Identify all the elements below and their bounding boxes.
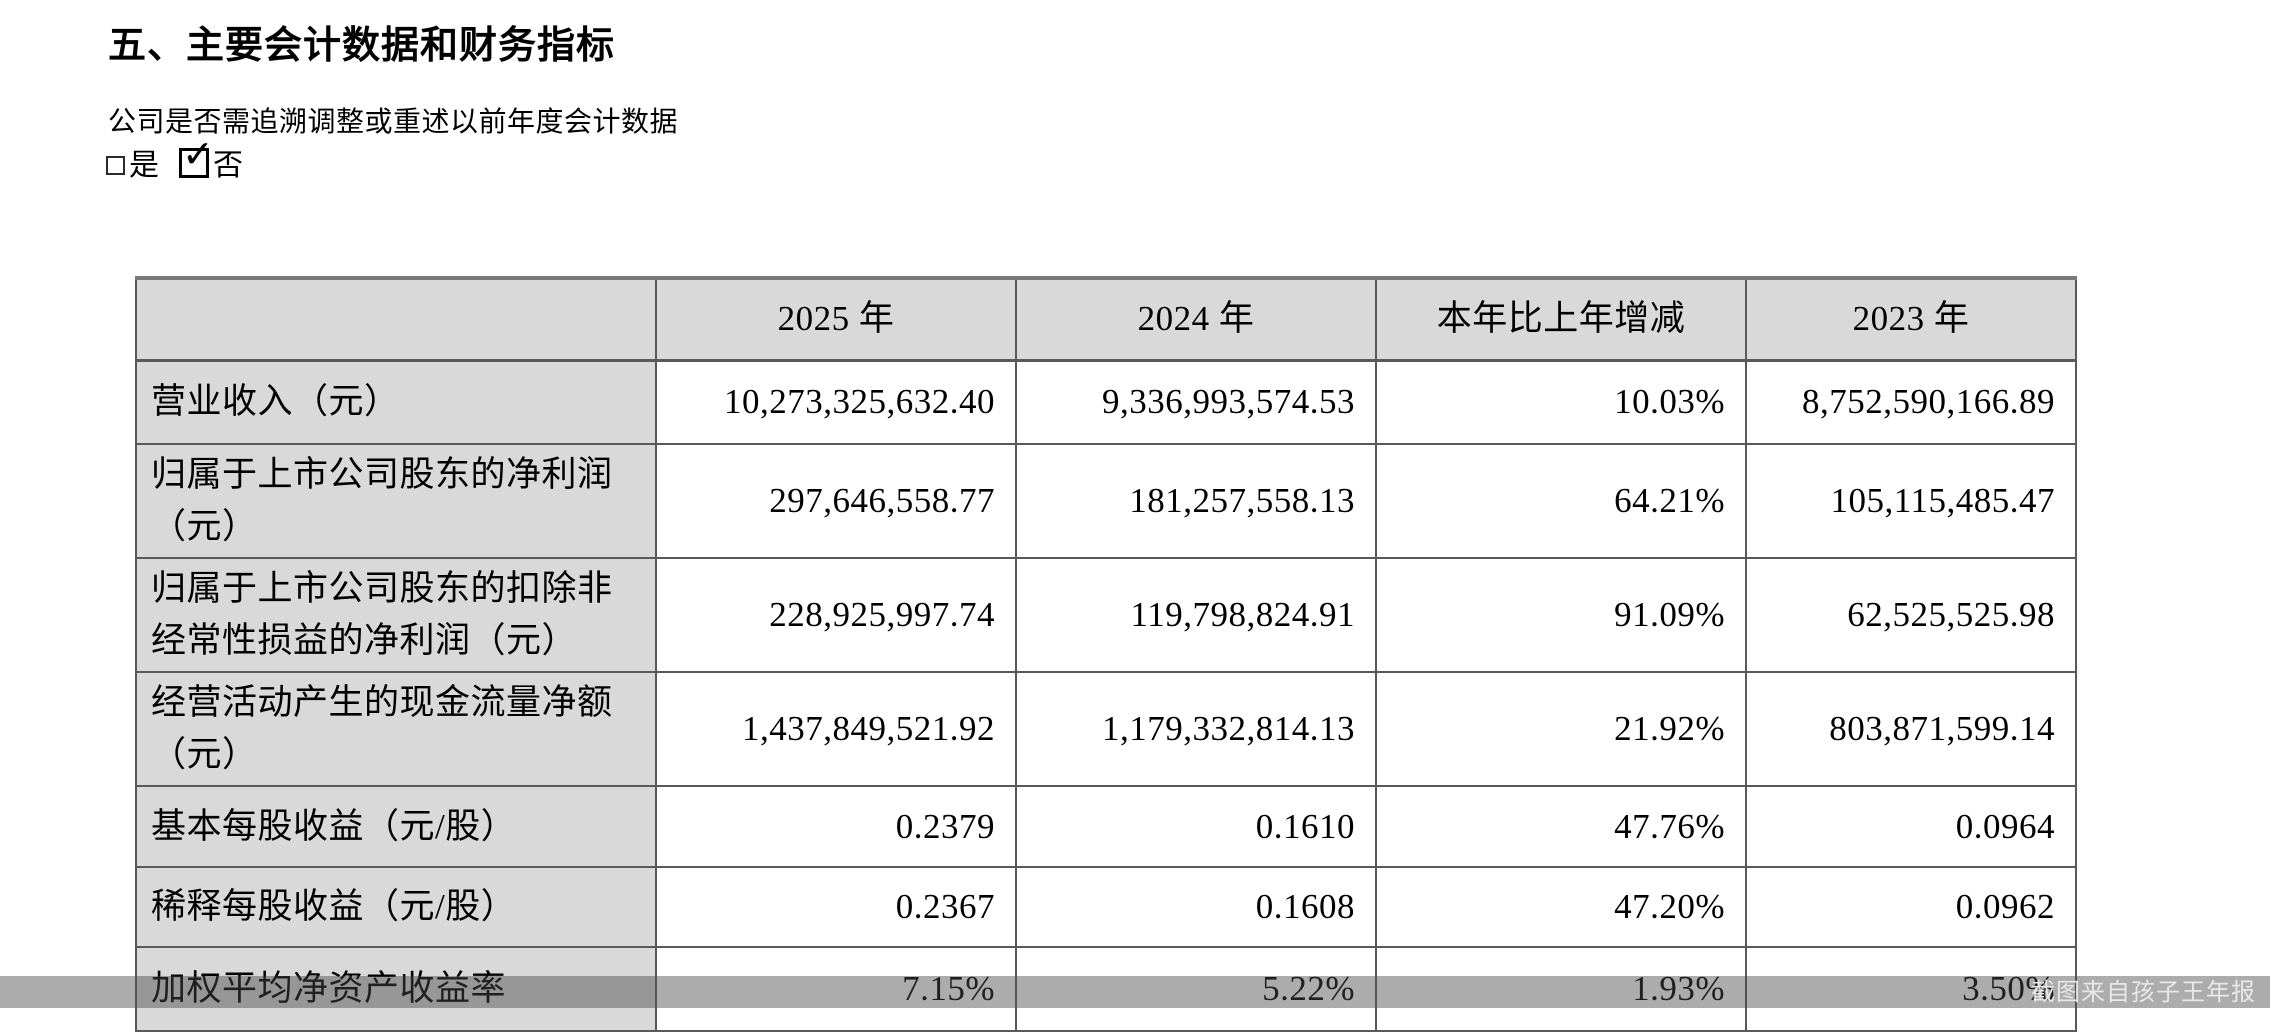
cell-value: 47.76% <box>1375 785 1747 868</box>
cell-value: 0.2379 <box>655 785 1017 868</box>
row-label: 归属于上市公司股东的净利润（元） <box>135 443 657 559</box>
document-page: 五、主要会计数据和财务指标 公司是否需追溯调整或重述以前年度会计数据 是 ✓ 否… <box>0 25 2270 1032</box>
section-title: 五、主要会计数据和财务指标 <box>108 25 616 67</box>
cell-value: 297,646,558.77 <box>655 443 1017 559</box>
row-label: 基本每股收益（元/股） <box>135 785 657 868</box>
cell-value: 0.1608 <box>1015 866 1377 948</box>
table-row: 归属于上市公司股东的净利润（元） 297,646,558.77 181,257,… <box>135 443 2077 559</box>
table-row: 营业收入（元） 10,273,325,632.40 9,336,993,574.… <box>135 359 2077 445</box>
checkbox-unchecked-icon <box>106 155 125 175</box>
cell-value: 64.21% <box>1375 443 1747 559</box>
row-label: 经营活动产生的现金流量净额（元） <box>135 671 657 787</box>
cell-value: 0.0962 <box>1745 866 2077 948</box>
option-yes-label: 是 <box>129 149 159 182</box>
header-indicator <box>135 277 657 362</box>
option-yes: 是 <box>106 140 159 184</box>
checkbox-line: 是 ✓ 否 <box>106 135 243 184</box>
financial-indicators-table: 2025 年 2024 年 本年比上年增减 2023 年 营业收入（元） 10,… <box>135 276 2077 1032</box>
question-text: 公司是否需追溯调整或重述以前年度会计数据 <box>108 107 679 138</box>
cell-value: 0.0964 <box>1745 785 2077 868</box>
checkbox-checked-icon: ✓ <box>179 135 214 178</box>
header-2023: 2023 年 <box>1745 277 2077 362</box>
cell-value: 228,925,997.74 <box>655 557 1017 673</box>
cell-value: 8,752,590,166.89 <box>1745 359 2077 445</box>
header-yoy-change: 本年比上年增减 <box>1375 277 1747 362</box>
table-header-row: 2025 年 2024 年 本年比上年增减 2023 年 <box>135 277 2077 362</box>
cell-value: 10.03% <box>1375 359 1747 445</box>
watermark-text: 截图来自孩子王年报 <box>2031 978 2256 1006</box>
row-label: 营业收入（元） <box>135 359 657 445</box>
cell-value: 105,115,485.47 <box>1745 443 2077 559</box>
cell-value: 62,525,525.98 <box>1745 557 2077 673</box>
table-row: 归属于上市公司股东的扣除非经常性损益的净利润（元） 228,925,997.74… <box>135 557 2077 673</box>
table-row: 稀释每股收益（元/股） 0.2367 0.1608 47.20% 0.0962 <box>135 866 2077 948</box>
header-2024: 2024 年 <box>1015 277 1377 362</box>
cell-value: 91.09% <box>1375 557 1747 673</box>
cell-value: 1,437,849,521.92 <box>655 671 1017 787</box>
row-label: 归属于上市公司股东的扣除非经常性损益的净利润（元） <box>135 557 657 673</box>
watermark-band: 截图来自孩子王年报 <box>0 976 2270 1008</box>
cell-value: 0.2367 <box>655 866 1017 948</box>
option-no-label: 否 <box>213 149 243 182</box>
row-label: 稀释每股收益（元/股） <box>135 866 657 948</box>
cell-value: 21.92% <box>1375 671 1747 787</box>
cell-value: 1,179,332,814.13 <box>1015 671 1377 787</box>
cell-value: 181,257,558.13 <box>1015 443 1377 559</box>
cell-value: 0.1610 <box>1015 785 1377 868</box>
cell-value: 47.20% <box>1375 866 1747 948</box>
table-row: 基本每股收益（元/股） 0.2379 0.1610 47.76% 0.0964 <box>135 785 2077 868</box>
cell-value: 119,798,824.91 <box>1015 557 1377 673</box>
header-2025: 2025 年 <box>655 277 1017 362</box>
option-no: ✓ 否 <box>179 135 243 184</box>
cell-value: 9,336,993,574.53 <box>1015 359 1377 445</box>
cell-value: 10,273,325,632.40 <box>655 359 1017 445</box>
checkmark-icon: ✓ <box>182 132 214 176</box>
cell-value: 803,871,599.14 <box>1745 671 2077 787</box>
table-row: 经营活动产生的现金流量净额（元） 1,437,849,521.92 1,179,… <box>135 671 2077 787</box>
